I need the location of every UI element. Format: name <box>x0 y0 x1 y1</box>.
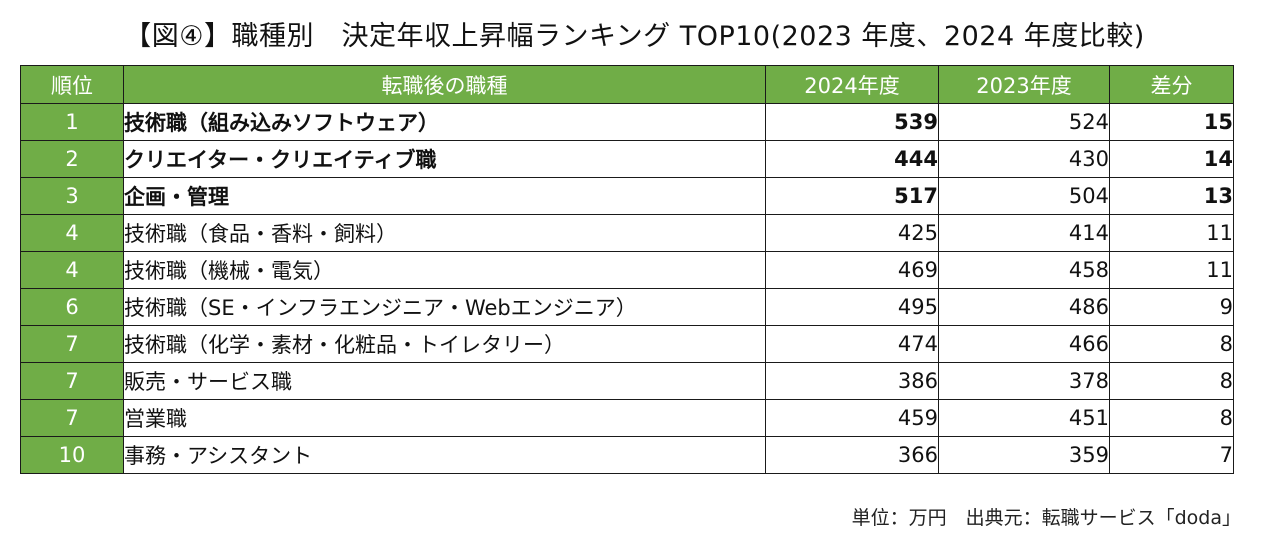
rank-cell: 10 <box>20 436 124 474</box>
value-2023-cell: 504 <box>938 177 1110 215</box>
job-cell: 販売・サービス職 <box>123 362 766 400</box>
value-2024-cell: 517 <box>765 177 939 215</box>
header-2023: 2023年度 <box>938 65 1110 104</box>
value-2024-cell: 495 <box>765 288 939 326</box>
table-row: 6 技術職（SE・インフラエンジニア・Webエンジニア） 495 486 9 <box>20 288 1234 326</box>
value-2023-cell: 451 <box>938 399 1110 437</box>
job-cell: 技術職（組み込みソフトウェア） <box>123 103 766 141</box>
table-row: 10 事務・アシスタント 366 359 7 <box>20 436 1234 474</box>
job-cell: 事務・アシスタント <box>123 436 766 474</box>
rank-cell: 3 <box>20 177 124 215</box>
rank-cell: 6 <box>20 288 124 326</box>
rank-cell: 7 <box>20 362 124 400</box>
table-row: 7 販売・サービス職 386 378 8 <box>20 362 1234 400</box>
value-2024-cell: 539 <box>765 103 939 141</box>
header-rank: 順位 <box>20 65 124 104</box>
diff-cell: 7 <box>1109 436 1234 474</box>
table-header-row: 順位 転職後の職種 2024年度 2023年度 差分 <box>20 65 1234 104</box>
job-cell: クリエイター・クリエイティブ職 <box>123 140 766 178</box>
value-2024-cell: 469 <box>765 251 939 289</box>
value-2024-cell: 386 <box>765 362 939 400</box>
rank-cell: 7 <box>20 325 124 363</box>
value-2024-cell: 444 <box>765 140 939 178</box>
value-2023-cell: 524 <box>938 103 1110 141</box>
value-2024-cell: 366 <box>765 436 939 474</box>
job-cell: 営業職 <box>123 399 766 437</box>
diff-cell: 15 <box>1109 103 1234 141</box>
value-2023-cell: 414 <box>938 214 1110 252</box>
value-2023-cell: 378 <box>938 362 1110 400</box>
table-row: 3 企画・管理 517 504 13 <box>20 177 1234 215</box>
rank-cell: 1 <box>20 103 124 141</box>
diff-cell: 14 <box>1109 140 1234 178</box>
header-2024: 2024年度 <box>765 65 939 104</box>
table-row: 1 技術職（組み込みソフトウェア） 539 524 15 <box>20 103 1234 141</box>
value-2023-cell: 486 <box>938 288 1110 326</box>
job-cell: 技術職（食品・香料・飼料） <box>123 214 766 252</box>
diff-cell: 8 <box>1109 325 1234 363</box>
table-row: 4 技術職（食品・香料・飼料） 425 414 11 <box>20 214 1234 252</box>
table-row: 2 クリエイター・クリエイティブ職 444 430 14 <box>20 140 1234 178</box>
header-diff: 差分 <box>1109 65 1234 104</box>
job-cell: 技術職（機械・電気） <box>123 251 766 289</box>
diff-cell: 8 <box>1109 399 1234 437</box>
value-2023-cell: 466 <box>938 325 1110 363</box>
rank-cell: 4 <box>20 214 124 252</box>
rank-cell: 4 <box>20 251 124 289</box>
source-footnote: 単位：万円 出典元：転職サービス「doda」 <box>851 507 1241 529</box>
job-cell: 技術職（SE・インフラエンジニア・Webエンジニア） <box>123 288 766 326</box>
diff-cell: 11 <box>1109 251 1234 289</box>
table-row: 4 技術職（機械・電気） 469 458 11 <box>20 251 1234 289</box>
value-2024-cell: 474 <box>765 325 939 363</box>
diff-cell: 8 <box>1109 362 1234 400</box>
rank-cell: 2 <box>20 140 124 178</box>
job-cell: 企画・管理 <box>123 177 766 215</box>
value-2023-cell: 359 <box>938 436 1110 474</box>
figure-title: 【図④】職種別 決定年収上昇幅ランキング TOP10(2023 年度、2024 … <box>124 21 1145 52</box>
table-body: 1 技術職（組み込みソフトウェア） 539 524 15 2 クリエイター・クリエイティブ職… <box>20 103 1234 474</box>
diff-cell: 13 <box>1109 177 1234 215</box>
job-cell: 技術職（化学・素材・化粧品・トイレタリー） <box>123 325 766 363</box>
diff-cell: 9 <box>1109 288 1234 326</box>
rank-cell: 7 <box>20 399 124 437</box>
ranking-table: 順位 転職後の職種 2024年度 2023年度 差分 1 技術職（組み込みソフトウ… <box>20 65 1234 474</box>
value-2024-cell: 459 <box>765 399 939 437</box>
table-row: 7 技術職（化学・素材・化粧品・トイレタリー） 474 466 8 <box>20 325 1234 363</box>
header-job: 転職後の職種 <box>123 65 766 104</box>
table-row: 7 営業職 459 451 8 <box>20 399 1234 437</box>
value-2023-cell: 430 <box>938 140 1110 178</box>
value-2023-cell: 458 <box>938 251 1110 289</box>
diff-cell: 11 <box>1109 214 1234 252</box>
value-2024-cell: 425 <box>765 214 939 252</box>
